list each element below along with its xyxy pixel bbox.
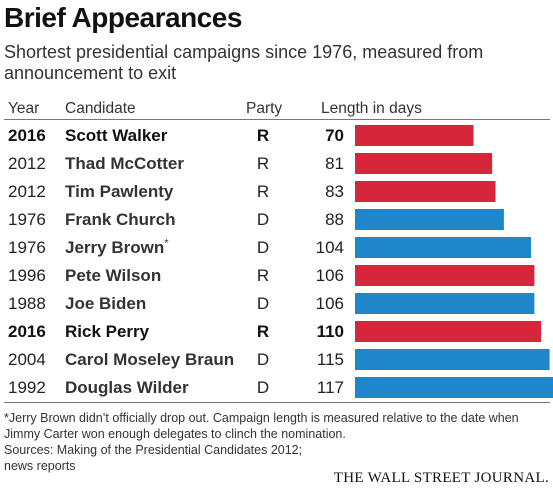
- row-candidate: Jerry Brown*: [65, 237, 169, 257]
- bar-rick-perry: [355, 321, 542, 342]
- row-year: 1996: [8, 266, 46, 285]
- bar-scott-walker: [355, 125, 474, 146]
- row-year: 1976: [8, 210, 46, 229]
- row-candidate: Thad McCotter: [65, 154, 184, 173]
- chart-title: Brief Appearances: [4, 2, 242, 33]
- header-candidate: Candidate: [65, 100, 136, 117]
- row-length: 110: [316, 322, 344, 341]
- table-row: 2012 Tim Pawlenty R 83: [0, 178, 553, 206]
- bar-frank-church: [355, 209, 504, 230]
- table-row: 2016 Scott Walker R 70: [0, 122, 553, 150]
- table-row: 2016 Rick Perry R 110: [0, 318, 553, 346]
- row-candidate: Pete Wilson: [65, 266, 162, 285]
- wsj-logo: THE WALL STREET JOURNAL.: [333, 470, 549, 486]
- row-year: 2004: [8, 350, 46, 369]
- row-party: R: [256, 182, 270, 201]
- row-length: 83: [325, 182, 344, 201]
- row-year: 2016: [8, 322, 46, 341]
- row-party: R: [256, 154, 270, 173]
- row-length: 81: [325, 154, 344, 173]
- row-year: 2016: [8, 126, 46, 145]
- row-length: 106: [315, 266, 344, 285]
- header-party: Party: [246, 100, 283, 117]
- table-row: 2004 Carol Moseley Braun D 115: [0, 346, 553, 374]
- row-candidate: Douglas Wilder: [65, 378, 189, 397]
- row-length: 106: [315, 294, 344, 313]
- bar-tim-pawlenty: [355, 181, 496, 202]
- chart-subtitle: Shortest presidential campaigns since 19…: [4, 42, 484, 83]
- footnote-text: *Jerry Brown didn’t officially drop out.…: [4, 411, 519, 441]
- row-year: 1992: [8, 378, 46, 397]
- header-rule: [4, 119, 550, 120]
- row-party: D: [256, 350, 270, 369]
- row-party: D: [256, 238, 270, 257]
- table-row: 1992 Douglas Wilder D 117: [0, 374, 553, 402]
- bar-joe-biden: [355, 293, 535, 314]
- row-length: 70: [325, 126, 344, 145]
- row-year: 1988: [8, 294, 46, 313]
- row-candidate: Scott Walker: [65, 126, 168, 145]
- table-row: 1988 Joe Biden D 106: [0, 290, 553, 318]
- row-year: 1976: [8, 238, 46, 257]
- footnote: *Jerry Brown didn’t officially drop out.…: [4, 410, 549, 474]
- table-row: 1976 Frank Church D 88: [0, 206, 553, 234]
- bar-thad-mccotter: [355, 153, 493, 174]
- row-party: D: [256, 210, 270, 229]
- row-year: 2012: [8, 154, 46, 173]
- table-row: 2012 Thad McCotter R 81: [0, 150, 553, 178]
- bar-carol-moseley-braun: [355, 349, 550, 370]
- bar-jerry-brown: [355, 237, 531, 258]
- footnote-marker: *: [164, 237, 169, 250]
- row-candidate: Joe Biden: [65, 294, 147, 313]
- row-party: R: [256, 266, 270, 285]
- row-length: 88: [325, 210, 344, 229]
- footer-rule: [4, 402, 550, 403]
- row-length: 104: [315, 238, 344, 257]
- row-candidate: Carol Moseley Braun: [65, 350, 235, 369]
- row-candidate: Frank Church: [65, 210, 176, 229]
- row-candidate: Rick Perry: [65, 322, 150, 341]
- row-candidate: Tim Pawlenty: [65, 182, 174, 201]
- row-party: D: [256, 378, 270, 397]
- table-row: 1996 Pete Wilson R 106: [0, 262, 553, 290]
- row-year: 2012: [8, 182, 46, 201]
- row-party: R: [256, 322, 270, 341]
- row-length: 117: [316, 378, 344, 397]
- bar-douglas-wilder: [355, 377, 553, 398]
- row-party: R: [256, 126, 270, 145]
- row-length: 115: [316, 350, 344, 369]
- sources-text: Sources: Making of the Presidential Cand…: [4, 443, 303, 473]
- row-party: D: [256, 294, 270, 313]
- table-row: 1976 Jerry Brown* D 104: [0, 234, 553, 262]
- bar-pete-wilson: [355, 265, 535, 286]
- header-year: Year: [8, 100, 40, 117]
- header-length: Length in days: [321, 100, 422, 117]
